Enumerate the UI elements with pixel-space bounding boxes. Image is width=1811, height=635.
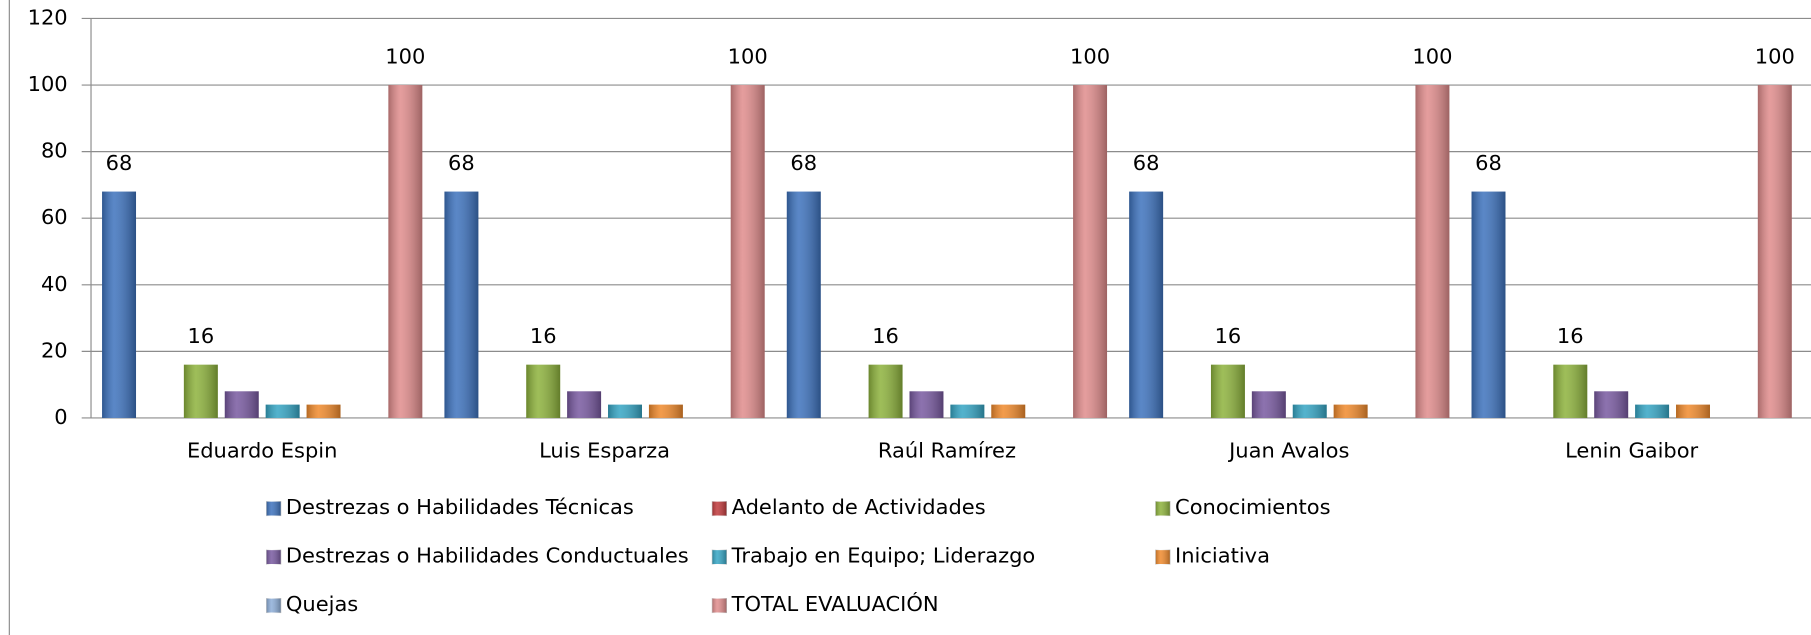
legend-label: Destrezas o Habilidades Conductuales (286, 544, 689, 568)
data-label: 100 (385, 44, 425, 68)
bar (567, 391, 602, 418)
bar (1415, 85, 1450, 418)
y-tick-label: 40 (41, 272, 68, 296)
bar (306, 404, 341, 418)
bar (1333, 404, 1368, 418)
data-label: 100 (1412, 44, 1452, 68)
bar (388, 85, 423, 418)
legend-swatch-shade (266, 501, 282, 517)
data-label: 16 (1215, 324, 1242, 348)
bar (1553, 364, 1588, 418)
bar (868, 364, 903, 418)
bar (224, 391, 259, 418)
bar (1129, 191, 1164, 418)
data-label: 68 (790, 151, 817, 175)
bar (526, 364, 561, 418)
x-tick-label: Luis Esparza (539, 438, 670, 462)
data-label: 16 (872, 324, 899, 348)
bar (1251, 391, 1286, 418)
legend-label: Conocimientos (1175, 495, 1330, 519)
legend-label: Quejas (286, 592, 358, 616)
bar (1210, 364, 1245, 418)
y-tick-label: 120 (28, 6, 68, 30)
bar (786, 191, 821, 418)
bar (950, 404, 985, 418)
bar (909, 391, 944, 418)
x-tick-label: Lenin Gaibor (1565, 438, 1698, 462)
legend-swatch-shade (711, 549, 727, 565)
data-label: 16 (187, 324, 214, 348)
legend-label: Adelanto de Actividades (732, 495, 986, 519)
bar (102, 191, 137, 418)
data-label: 68 (1475, 151, 1502, 175)
data-label: 100 (1755, 44, 1795, 68)
x-tick-label: Raúl Ramírez (878, 438, 1016, 462)
data-label: 16 (1557, 324, 1584, 348)
data-label: 100 (728, 44, 768, 68)
y-tick-label: 0 (54, 405, 67, 429)
bar (608, 404, 642, 418)
bar (1292, 404, 1327, 418)
x-tick-label: Eduardo Espin (187, 438, 337, 462)
legend-swatch-shade (1155, 501, 1171, 517)
bar (1073, 85, 1108, 418)
bar (444, 191, 479, 418)
bar (1471, 191, 1506, 418)
data-label: 16 (530, 324, 557, 348)
y-tick-label: 20 (41, 338, 68, 362)
legend-label: Iniciativa (1175, 544, 1270, 568)
bar (991, 404, 1026, 418)
data-label: 68 (448, 151, 475, 175)
y-tick-label: 60 (41, 205, 68, 229)
bar (1635, 404, 1670, 418)
bar (1757, 85, 1792, 418)
bar (183, 364, 218, 418)
bar (1676, 404, 1710, 418)
data-label: 68 (1133, 151, 1160, 175)
bar (265, 404, 300, 418)
bar (730, 85, 765, 418)
legend-swatch-shade (266, 549, 282, 565)
x-tick-label: Juan Avalos (1227, 438, 1349, 462)
legend-swatch-shade (711, 598, 727, 614)
bar (1594, 391, 1629, 418)
legend-label: Trabajo en Equipo; Liderazgo (731, 544, 1036, 568)
data-label: 100 (1070, 44, 1110, 68)
legend-label: Destrezas o Habilidades Técnicas (286, 495, 634, 519)
data-label: 68 (106, 151, 133, 175)
legend-label: TOTAL EVALUACIÓN (731, 591, 939, 616)
y-tick-label: 80 (41, 139, 68, 163)
legend-swatch-shade (711, 501, 727, 517)
legend-swatch-shade (266, 598, 282, 614)
bar (648, 404, 683, 418)
legend-swatch-shade (1155, 549, 1171, 565)
y-tick-label: 100 (28, 72, 68, 96)
